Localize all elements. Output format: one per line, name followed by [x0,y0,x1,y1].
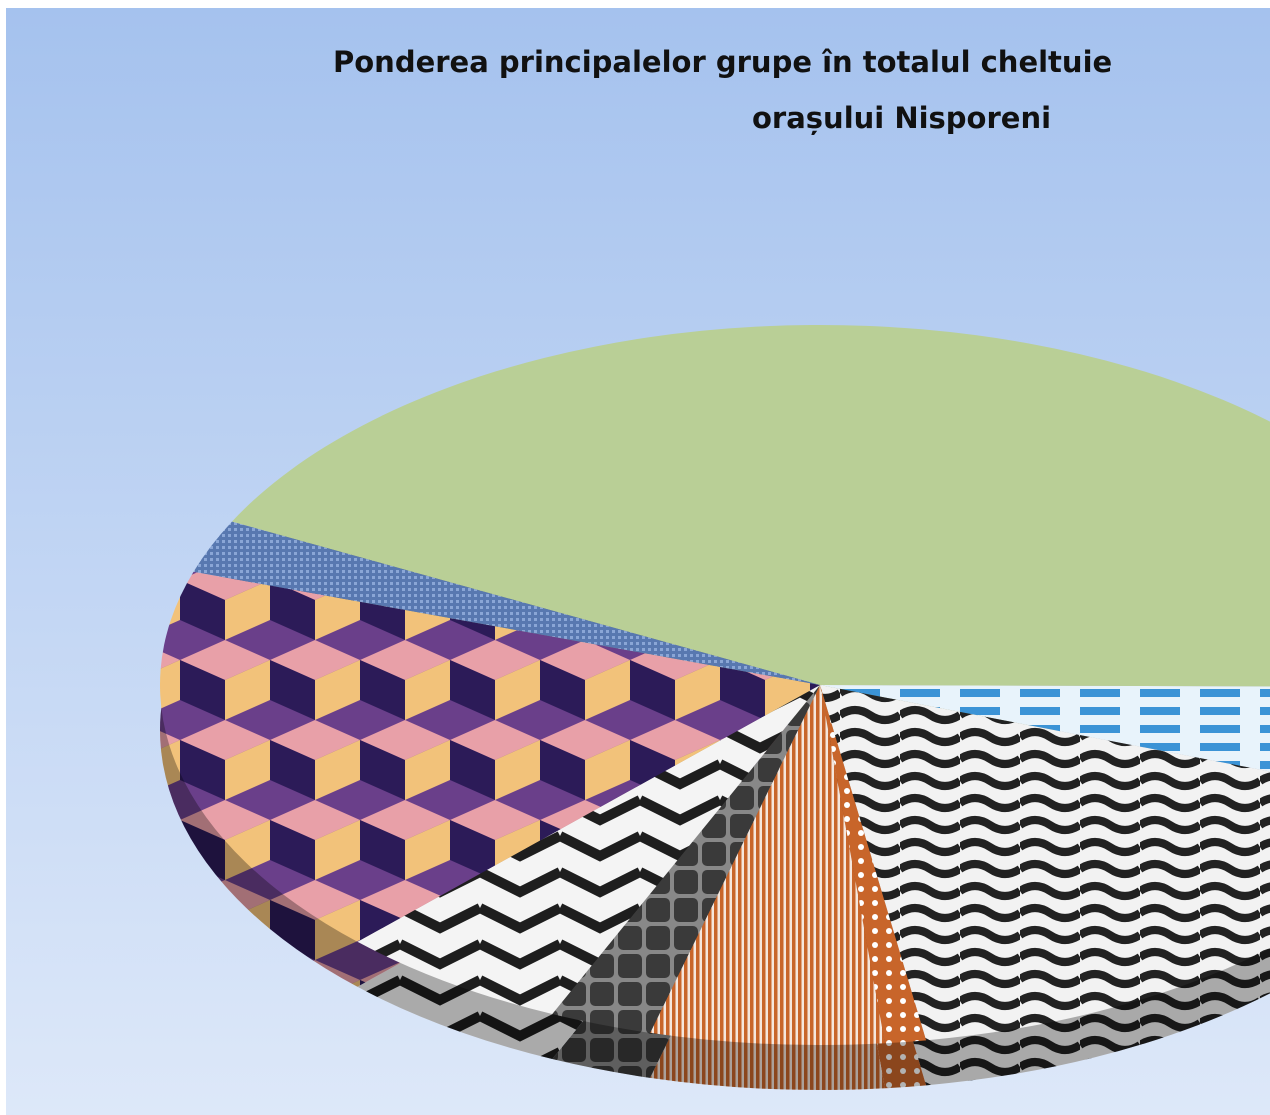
pie-slice [193,521,820,685]
pie-slice [552,685,820,1033]
pie-slice [820,685,1270,772]
pie-slice [820,685,927,1044]
pie-slice [159,571,820,942]
pie-slice [820,685,1270,1041]
chart-title: Ponderea principalelor grupe în totalul … [333,45,1112,79]
pie-slice [357,685,820,1015]
chart-title: orașului Nisporeni [752,101,1051,135]
pie [159,325,1270,1090]
pie-slice [231,325,1270,687]
pie-slice [650,685,885,1045]
